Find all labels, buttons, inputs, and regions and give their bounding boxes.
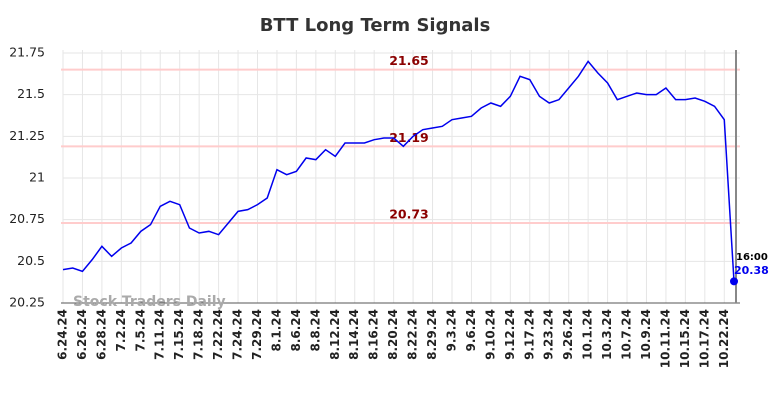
price-line <box>62 60 735 282</box>
last-time: 16:00 <box>736 252 768 263</box>
x-tick-label: 8.12.24 <box>328 309 342 360</box>
x-tick-label: 8.1.24 <box>269 309 283 352</box>
x-tick-label: 9.17.24 <box>522 309 536 360</box>
x-tick-label: 7.2.24 <box>114 309 128 352</box>
x-tick-label: 8.14.24 <box>347 309 361 360</box>
x-tick-label: 9.10.24 <box>483 309 497 360</box>
x-tick-label: 10.3.24 <box>600 309 614 360</box>
x-tick-label: 8.22.24 <box>406 309 420 360</box>
x-tick-label: 8.29.24 <box>425 309 439 360</box>
last-point <box>730 277 738 286</box>
y-tick-label: 20.5 <box>17 253 45 268</box>
y-tick-label: 21.25 <box>9 128 45 143</box>
y-tick-label: 20.25 <box>9 295 45 310</box>
x-tick-label: 7.11.24 <box>153 309 167 360</box>
x-tick-label: 9.23.24 <box>542 309 556 360</box>
x-tick-label: 9.3.24 <box>444 309 458 352</box>
x-tick-label: 6.28.24 <box>94 309 108 360</box>
x-tick-label: 7.5.24 <box>133 309 147 352</box>
x-tick-label: 7.22.24 <box>211 309 225 360</box>
x-tick-label: 10.7.24 <box>620 309 634 360</box>
last-value: 20.38 <box>734 264 769 277</box>
x-tick-label: 10.22.24 <box>717 309 731 368</box>
x-tick-label: 7.29.24 <box>250 309 264 360</box>
y-tick-label: 20.75 <box>9 211 45 226</box>
x-tick-label: 6.24.24 <box>56 309 70 360</box>
x-tick-label: 7.18.24 <box>192 309 206 360</box>
x-tick-label: 8.8.24 <box>308 309 322 352</box>
x-tick-label: 7.24.24 <box>231 309 245 360</box>
x-tick-label: 8.20.24 <box>386 309 400 360</box>
x-tick-label: 8.16.24 <box>367 309 381 360</box>
y-tick-label: 21.5 <box>17 86 45 101</box>
x-tick-label: 7.15.24 <box>172 309 186 360</box>
x-tick-label: 10.9.24 <box>639 309 653 360</box>
chart-title: BTT Long Term Signals <box>260 15 491 36</box>
y-tick-label: 21.75 <box>9 45 45 60</box>
y-tick-label: 21 <box>29 170 45 185</box>
x-tick-label: 9.6.24 <box>464 309 478 352</box>
reference-label: 21.19 <box>389 130 429 145</box>
x-tick-label: 10.17.24 <box>697 309 711 368</box>
x-tick-label: 10.1.24 <box>581 309 595 360</box>
x-tick-label: 6.26.24 <box>75 309 89 360</box>
x-tick-label: 8.6.24 <box>289 309 303 352</box>
reference-label: 21.65 <box>389 53 429 68</box>
x-tick-label: 10.11.24 <box>658 309 672 368</box>
x-tick-label: 9.12.24 <box>503 309 517 360</box>
x-tick-label: 9.26.24 <box>561 309 575 360</box>
reference-label: 20.73 <box>389 207 429 222</box>
watermark: Stock Traders Daily <box>73 294 226 310</box>
x-tick-label: 10.15.24 <box>678 309 692 368</box>
